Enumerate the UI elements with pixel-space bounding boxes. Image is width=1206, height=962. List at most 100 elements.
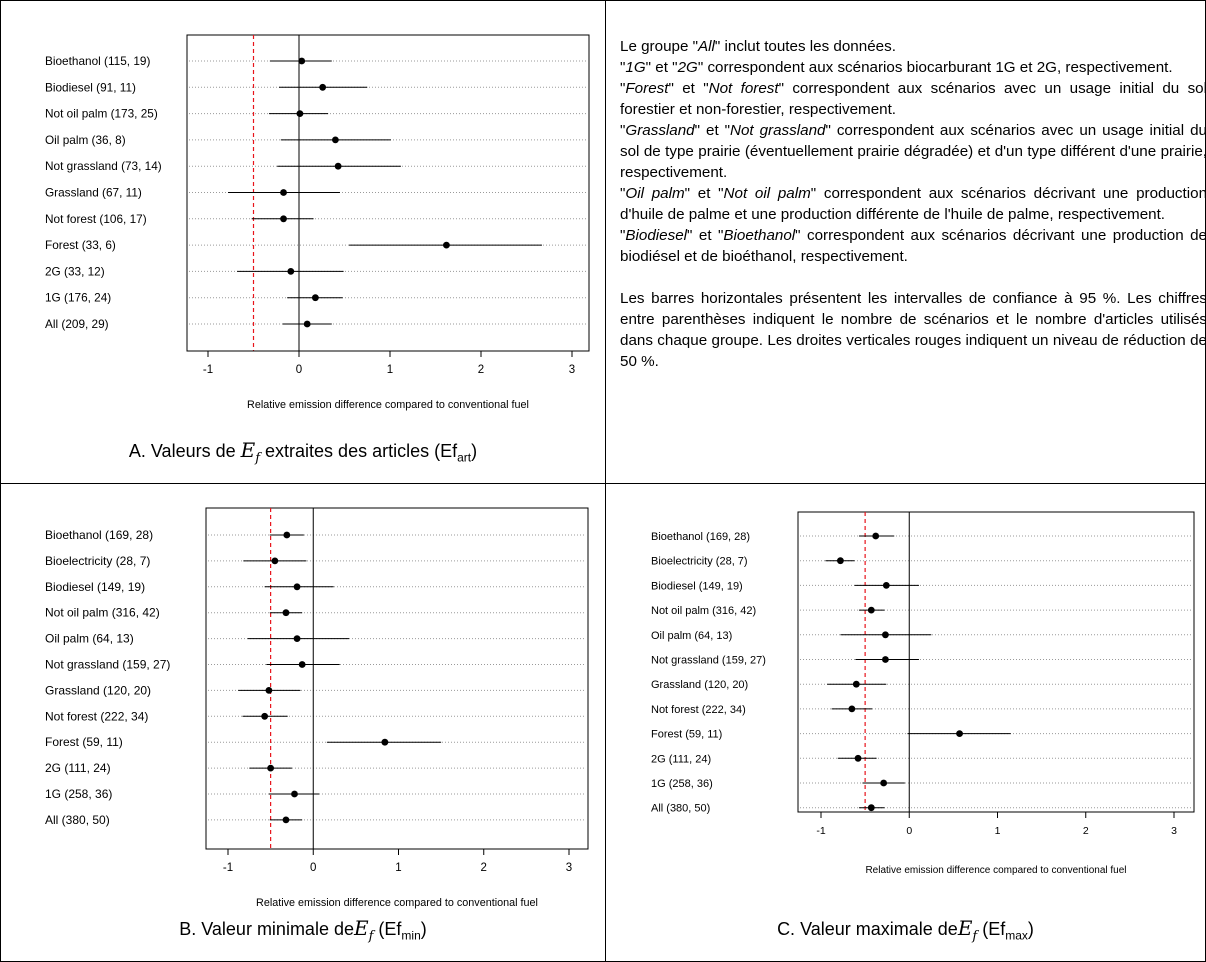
text-line-oil-palm: "Oil palm" et "Not oil palm" corresponde… [620,185,1206,223]
point-estimate [867,804,875,812]
forest-plot-c: Bioethanol (169, 28) Bioelectricity (28, … [651,511,1195,876]
point-estimate [283,531,291,539]
x-tick-label: 0 [906,825,912,837]
x-tick-label: 2 [478,364,484,376]
category-label: Grassland (120, 20) [651,679,748,691]
point-estimate [280,189,287,196]
category-label: Forest (59, 11) [651,729,722,741]
point-estimate [267,764,275,772]
ef-label: Efmin [384,919,421,943]
x-tick-label: 3 [569,364,575,376]
caption-c: C. Valeur maximale deEf (Efmax) [777,916,1034,944]
category-label: Not forest (222, 34) [651,704,746,716]
legend-text-panel: Le groupe "All" inclut toutes les donnée… [605,0,1206,484]
point-estimate [282,816,290,824]
category-label: Forest (59, 11) [45,735,123,749]
category-label: Oil palm (36, 8) [45,133,126,147]
x-tick-label: 0 [310,862,316,874]
category-label: Oil palm (64, 13) [45,632,134,646]
ef-label: Efmax [988,919,1028,943]
text-line-all: Le groupe "All" inclut toutes les donnée… [620,38,896,55]
category-label: All (380, 50) [45,813,110,827]
category-label: Bioelectricity (28, 7) [45,554,150,568]
point-estimate [261,712,269,720]
x-axis-label: Relative emission difference compared to… [247,399,529,411]
explanatory-text: Le groupe "All" inclut toutes les donnée… [620,36,1206,372]
category-label: Oil palm (64, 13) [651,630,732,642]
category-label: Not oil palm (316, 42) [45,606,160,620]
panel-b: Bioethanol (169, 28) Bioelectricity (28, … [0,483,606,962]
category-label: Not oil palm (173, 25) [45,107,158,121]
point-estimate [852,680,860,688]
x-tick-label: -1 [223,862,233,874]
plot-frame [797,511,1195,813]
x-tick-label: 2 [1083,825,1089,837]
point-estimate [882,582,890,589]
panel-c: Bioethanol (169, 28) Bioelectricity (28, … [605,483,1206,962]
point-estimate [882,631,889,639]
category-label: Forest (33, 6) [45,238,116,252]
x-axis-label: Relative emission difference compared to… [865,865,1126,876]
point-estimate [319,83,327,91]
category-label: 1G (176, 24) [45,291,111,305]
category-label: Not grassland (159, 27) [651,655,766,667]
forest-plot-a: Bioethanol (115, 19) Biodiesel (91, 11) No… [45,34,590,411]
point-estimate [280,215,287,223]
point-estimate [303,320,311,328]
text-line-forest: "Forest" et "Not forest" correspondent a… [620,80,1206,118]
text-line-1g-2g: "1G" et "2G" correspondent aux scénarios… [620,59,1173,76]
caption-b: B. Valeur minimale deEf (Efmin) [179,916,427,944]
category-label: All (209, 29) [45,317,109,331]
x-tick-label: 2 [481,862,487,874]
forest-plot-b: Bioethanol (169, 28) Bioelectricity (28, … [45,507,589,909]
category-label: Not forest (106, 17) [45,212,147,226]
x-tick-label: 1 [387,364,393,376]
x-axis-label: Relative emission difference compared to… [256,897,538,909]
point-estimate [848,705,856,713]
category-label: All (380, 50) [651,803,710,815]
text-line-grassland: "Grassland" et "Not grassland" correspon… [620,122,1206,181]
category-label: Biodiesel (149, 19) [651,580,743,592]
text-line-notes: Les barres horizontales présentent les i… [620,290,1206,370]
point-estimate [837,557,844,565]
point-estimate [443,241,450,249]
category-label: Grassland (67, 11) [45,186,142,200]
point-estimate [293,635,301,642]
point-estimate [956,730,963,737]
panel-a: Bioethanol (115, 19) Biodiesel (91, 11) No… [0,0,606,484]
category-label: Biodiesel (149, 19) [45,580,145,594]
point-estimate [298,57,306,65]
x-tick-label: 3 [1171,825,1177,837]
point-estimate [271,557,279,565]
x-tick-label: -1 [203,364,213,376]
category-label: 2G (111, 24) [45,761,111,775]
category-label: 2G (111, 24) [651,753,711,765]
category-label: Not grassland (159, 27) [45,658,170,672]
x-tick-label: -1 [816,825,825,837]
point-estimate [291,790,298,798]
category-label: Not forest (222, 34) [45,709,148,723]
point-estimate [872,532,880,540]
point-estimate [296,110,304,117]
point-estimate [282,609,290,617]
point-estimate [287,268,295,275]
point-estimate [298,661,306,668]
category-label: Bioethanol (115, 19) [45,54,150,68]
ef-label: Efart [440,441,472,465]
x-tick-label: 3 [566,862,572,874]
category-label: Biodiesel (91, 11) [45,80,136,94]
caption-a: A. Valeurs de Ef extraites des articles … [128,438,478,466]
category-label: Not oil palm (316, 42) [651,605,756,617]
category-label: 1G (258, 36) [45,787,112,801]
point-estimate [867,606,875,614]
x-tick-label: 1 [395,862,401,874]
text-line-biodiesel: "Biodiesel" et "Bioethanol" corresponden… [620,227,1206,265]
category-label: Bioethanol (169, 28) [651,531,750,543]
point-estimate [293,583,301,591]
point-estimate [332,136,339,144]
x-tick-label: 1 [995,825,1001,837]
category-label: Bioethanol (169, 28) [45,528,153,542]
ef-symbol: Ef [240,438,261,466]
point-estimate [381,738,389,746]
x-tick-label: 0 [296,364,302,376]
